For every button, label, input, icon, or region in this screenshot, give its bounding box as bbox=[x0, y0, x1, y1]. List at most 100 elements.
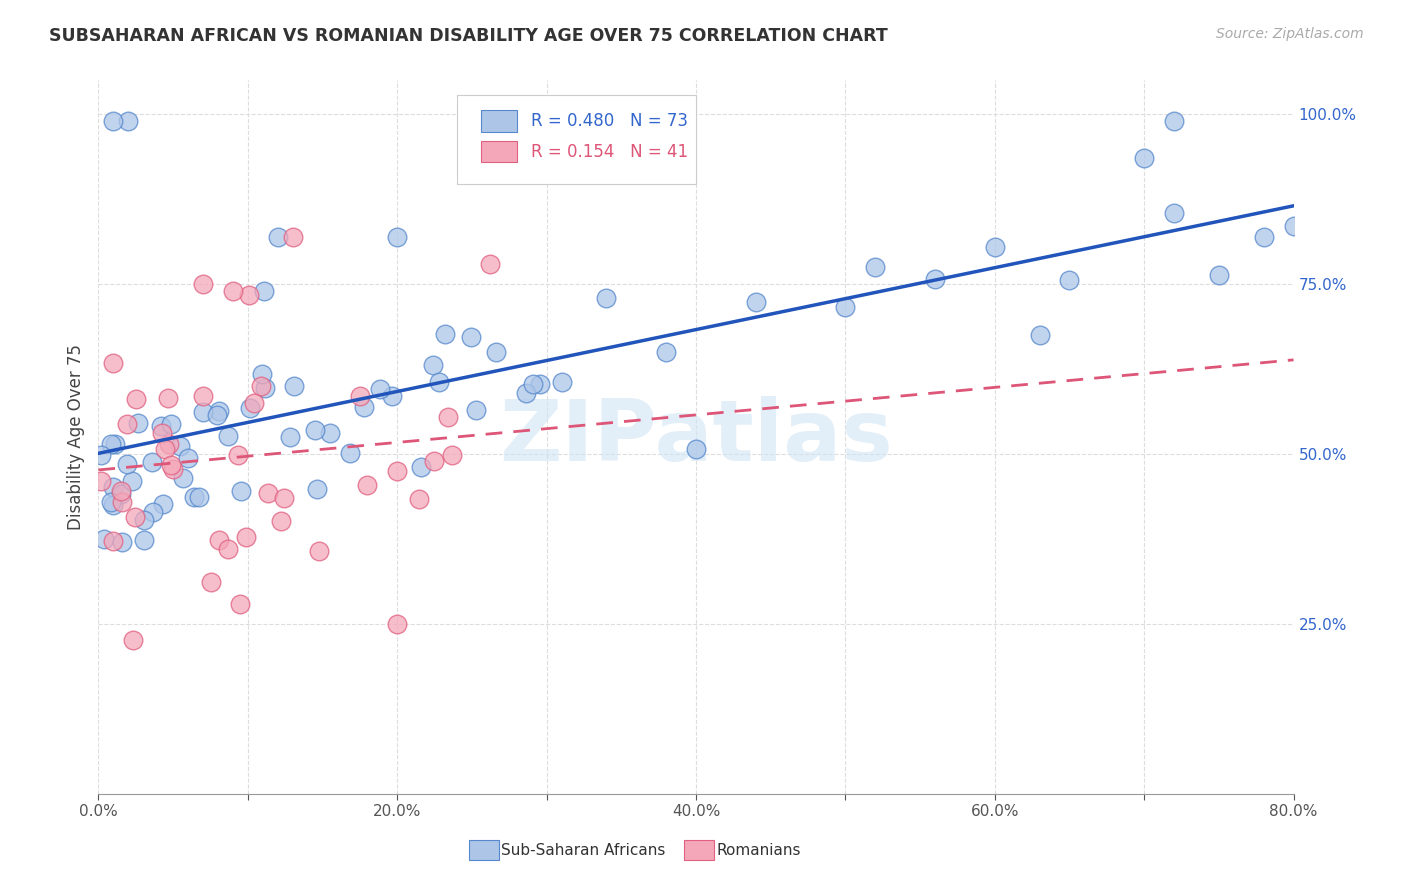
Point bbox=[339, 446, 361, 460]
Point bbox=[460, 330, 482, 344]
Point bbox=[117, 114, 139, 128]
Point bbox=[90, 448, 112, 462]
FancyBboxPatch shape bbox=[685, 840, 714, 860]
Point bbox=[177, 451, 200, 466]
Point bbox=[226, 448, 249, 462]
Point bbox=[110, 483, 132, 498]
Point bbox=[745, 294, 768, 309]
Point bbox=[984, 240, 1007, 254]
Point bbox=[356, 477, 378, 491]
Text: Romanians: Romanians bbox=[716, 843, 801, 858]
Point bbox=[485, 345, 508, 359]
Point bbox=[308, 544, 330, 558]
Point bbox=[385, 464, 409, 478]
FancyBboxPatch shape bbox=[481, 141, 517, 162]
Point bbox=[427, 375, 450, 389]
Point bbox=[479, 257, 502, 271]
FancyBboxPatch shape bbox=[470, 840, 499, 860]
Point bbox=[529, 377, 551, 392]
Point bbox=[307, 482, 329, 496]
Point bbox=[273, 491, 295, 506]
Point bbox=[100, 495, 122, 509]
Point bbox=[191, 405, 214, 419]
Point bbox=[101, 533, 124, 548]
Text: SUBSAHARAN AFRICAN VS ROMANIAN DISABILITY AGE OVER 75 CORRELATION CHART: SUBSAHARAN AFRICAN VS ROMANIAN DISABILIT… bbox=[49, 27, 889, 45]
Point bbox=[304, 423, 326, 437]
Point bbox=[408, 492, 430, 507]
Point bbox=[110, 486, 132, 500]
Point bbox=[550, 375, 572, 389]
Point bbox=[101, 356, 124, 370]
Point bbox=[162, 462, 184, 476]
Point bbox=[231, 484, 253, 499]
Point bbox=[349, 388, 371, 402]
Point bbox=[93, 533, 115, 547]
Text: ZIPatlas: ZIPatlas bbox=[499, 395, 893, 479]
Point bbox=[191, 389, 214, 403]
Point bbox=[381, 389, 404, 403]
Point bbox=[160, 417, 183, 431]
Point bbox=[370, 382, 392, 396]
Point bbox=[441, 448, 464, 462]
FancyBboxPatch shape bbox=[457, 95, 696, 184]
Point bbox=[1059, 273, 1081, 287]
Point bbox=[124, 510, 146, 524]
Point bbox=[127, 416, 149, 430]
Point bbox=[257, 486, 280, 500]
Point bbox=[103, 480, 125, 494]
Point bbox=[217, 541, 239, 556]
Point bbox=[90, 474, 112, 488]
Point bbox=[595, 291, 617, 305]
Point bbox=[150, 425, 173, 440]
Point bbox=[464, 403, 486, 417]
Point bbox=[208, 533, 231, 547]
Point bbox=[253, 381, 276, 395]
Point bbox=[434, 326, 457, 341]
Point bbox=[100, 437, 122, 451]
Point bbox=[117, 458, 139, 472]
Point bbox=[280, 429, 302, 443]
Point bbox=[270, 514, 292, 528]
Point bbox=[153, 442, 176, 456]
Point bbox=[200, 574, 222, 589]
Point bbox=[132, 513, 155, 527]
Text: R = 0.480   N = 73: R = 0.480 N = 73 bbox=[531, 112, 688, 130]
Point bbox=[205, 408, 228, 422]
Point bbox=[924, 272, 946, 286]
Point bbox=[238, 288, 260, 302]
Point bbox=[103, 498, 125, 512]
Point bbox=[142, 505, 165, 519]
Point bbox=[243, 396, 266, 410]
Point bbox=[283, 379, 305, 393]
Point bbox=[522, 376, 544, 391]
Point bbox=[1133, 151, 1156, 165]
Point bbox=[239, 401, 262, 416]
Point bbox=[515, 386, 537, 401]
Point bbox=[183, 490, 205, 504]
Point bbox=[157, 391, 180, 405]
Point bbox=[141, 455, 163, 469]
Point bbox=[250, 368, 273, 382]
Point bbox=[103, 114, 125, 128]
Point bbox=[1253, 230, 1275, 244]
Text: R = 0.154   N = 41: R = 0.154 N = 41 bbox=[531, 143, 688, 161]
Text: Sub-Saharan Africans: Sub-Saharan Africans bbox=[501, 843, 665, 858]
Point bbox=[250, 378, 273, 392]
Point bbox=[655, 345, 678, 359]
Point bbox=[353, 400, 375, 414]
Point bbox=[436, 409, 458, 424]
Point bbox=[834, 300, 856, 314]
Point bbox=[160, 458, 183, 473]
Point bbox=[267, 229, 290, 244]
Text: Source: ZipAtlas.com: Source: ZipAtlas.com bbox=[1216, 27, 1364, 41]
Point bbox=[235, 530, 257, 544]
Point bbox=[207, 404, 229, 418]
FancyBboxPatch shape bbox=[481, 111, 517, 132]
Point bbox=[111, 494, 134, 508]
Point bbox=[152, 497, 174, 511]
Point bbox=[411, 459, 433, 474]
Point bbox=[865, 260, 887, 274]
Point bbox=[253, 284, 276, 298]
Point bbox=[121, 632, 143, 647]
Y-axis label: Disability Age Over 75: Disability Age Over 75 bbox=[66, 344, 84, 530]
